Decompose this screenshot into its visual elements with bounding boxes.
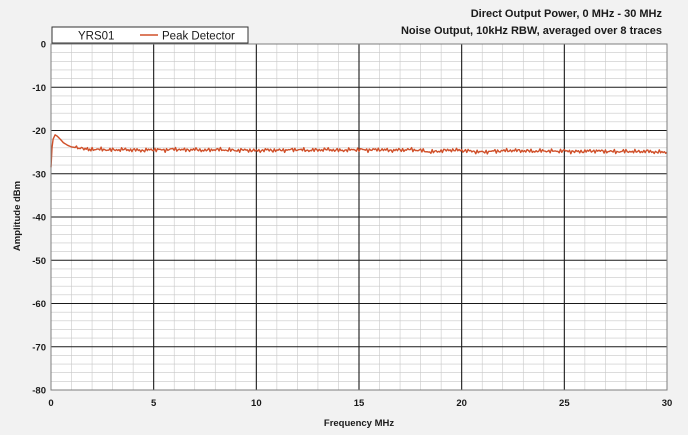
y-tick-label: -10: [32, 83, 46, 94]
y-tick-label: -40: [32, 213, 46, 224]
y-tick-label: 0: [41, 40, 46, 51]
y-tick-label: -70: [32, 342, 46, 353]
y-axis-label: Amplitude dBm: [12, 181, 23, 251]
x-tick-label: 10: [251, 398, 262, 409]
y-tick-label: -30: [32, 169, 46, 180]
plot-border: [50, 43, 668, 391]
series-line-peak-detector: [50, 134, 668, 168]
x-axis-ticks: 0 5 10 15 20 25 30: [48, 398, 672, 409]
y-tick-label: -20: [32, 126, 46, 137]
major-grid: [51, 44, 667, 390]
y-axis-ticks: 0 -10 -20 -30 -40 -50 -60 -70 -80: [32, 40, 46, 397]
y-tick-label: -80: [32, 386, 46, 397]
legend: YRS01 Peak Detector: [51, 26, 249, 44]
x-tick-label: 20: [456, 398, 467, 409]
x-tick-label: 0: [48, 398, 53, 409]
y-tick-label: -60: [32, 299, 46, 310]
legend-entry-peak-detector: Peak Detector: [162, 31, 235, 43]
x-axis-label: Frequency MHz: [324, 418, 394, 429]
y-tick-label: -50: [32, 256, 46, 267]
x-tick-label: 15: [354, 398, 365, 409]
x-tick-label: 25: [559, 398, 570, 409]
x-tick-label: 5: [151, 398, 157, 409]
chart-title: Direct Output Power, 0 MHz - 30 MHz: [471, 8, 663, 20]
x-tick-label: 30: [662, 398, 673, 409]
legend-header: YRS01: [78, 31, 114, 43]
chart-subtitle: Noise Output, 10kHz RBW, averaged over 8…: [401, 25, 662, 37]
